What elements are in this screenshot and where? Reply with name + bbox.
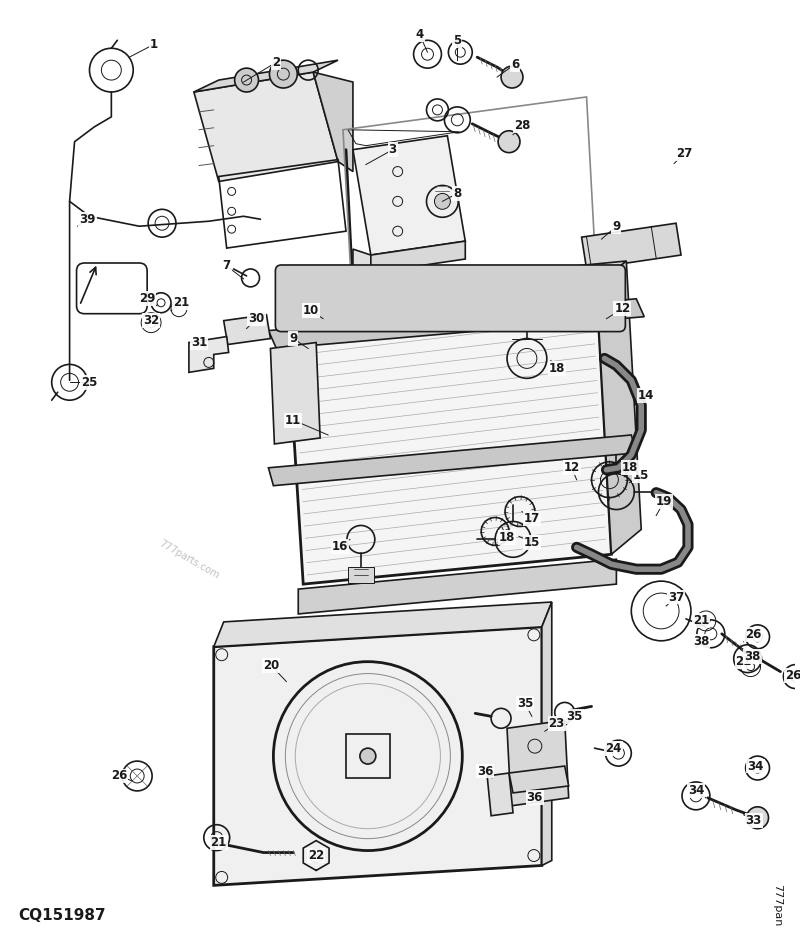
Text: 777parts.com: 777parts.com [157,538,221,581]
Text: 26: 26 [746,628,762,641]
Polygon shape [214,626,542,885]
Text: 1: 1 [150,37,158,50]
Text: 37: 37 [668,591,684,604]
Text: 19: 19 [656,496,672,508]
Text: 6: 6 [511,58,519,71]
Circle shape [270,60,298,88]
Text: 14: 14 [638,389,654,402]
Polygon shape [509,766,569,793]
Circle shape [498,131,520,152]
Text: 21: 21 [735,655,752,669]
Text: 16: 16 [332,539,348,553]
Text: 9: 9 [612,220,621,233]
Text: 9: 9 [289,332,298,345]
Text: 24: 24 [606,741,622,755]
Text: 22: 22 [308,849,324,862]
Text: 12: 12 [563,461,580,474]
Text: 26: 26 [785,669,800,683]
Text: 35: 35 [566,710,583,723]
Text: 34: 34 [747,759,764,772]
Circle shape [360,748,376,764]
Text: 31: 31 [190,336,207,349]
Text: 35: 35 [517,697,533,710]
Polygon shape [286,261,626,316]
Text: 38: 38 [745,650,761,663]
Text: 36: 36 [477,765,494,778]
Text: 29: 29 [139,293,155,306]
Text: 32: 32 [143,314,159,327]
Text: 15: 15 [633,469,650,482]
Polygon shape [189,337,229,372]
Text: 18: 18 [622,461,638,474]
Text: 21: 21 [693,614,709,627]
Text: 17: 17 [524,512,540,525]
Polygon shape [298,559,616,614]
Polygon shape [487,773,513,815]
Polygon shape [542,602,552,866]
Polygon shape [286,286,611,584]
Polygon shape [194,60,338,92]
Polygon shape [353,136,466,255]
Text: 15: 15 [524,536,540,549]
Text: 777pan: 777pan [773,885,782,927]
Text: 5: 5 [454,34,462,47]
Text: 20: 20 [263,659,279,672]
Text: 34: 34 [688,784,704,798]
Circle shape [434,194,450,209]
Text: 2: 2 [272,56,281,68]
Polygon shape [269,435,636,485]
Circle shape [234,68,258,92]
Polygon shape [270,342,320,444]
Polygon shape [597,261,642,554]
Polygon shape [507,720,569,806]
Polygon shape [582,223,681,269]
Text: 21: 21 [173,296,189,309]
Text: 26: 26 [111,770,127,783]
FancyBboxPatch shape [275,265,626,332]
Text: 27: 27 [676,147,692,160]
Circle shape [501,66,523,88]
Polygon shape [371,241,466,273]
Bar [348,568,374,583]
Text: 36: 36 [526,791,543,804]
Text: 10: 10 [303,304,319,317]
Text: 28: 28 [514,120,530,132]
Text: 25: 25 [82,376,98,389]
Text: 11: 11 [285,413,302,426]
Text: 30: 30 [248,312,265,325]
Polygon shape [194,72,338,181]
Polygon shape [269,299,644,349]
Text: 4: 4 [415,28,424,41]
Polygon shape [224,315,270,344]
Text: 12: 12 [614,302,630,315]
Text: 23: 23 [549,717,565,730]
Text: 7: 7 [222,260,230,272]
Polygon shape [313,72,353,171]
Polygon shape [214,602,552,647]
Bar [346,734,390,778]
Circle shape [746,807,769,828]
Text: CQ151987: CQ151987 [18,908,106,923]
Polygon shape [353,249,371,273]
Circle shape [287,283,319,315]
Text: 8: 8 [454,187,462,200]
Text: 3: 3 [389,143,397,156]
Text: 39: 39 [79,213,96,225]
Text: 18: 18 [549,362,565,375]
Text: 33: 33 [746,814,762,827]
Text: 38: 38 [693,635,709,648]
Text: 18: 18 [499,531,515,544]
Text: 21: 21 [210,836,227,849]
